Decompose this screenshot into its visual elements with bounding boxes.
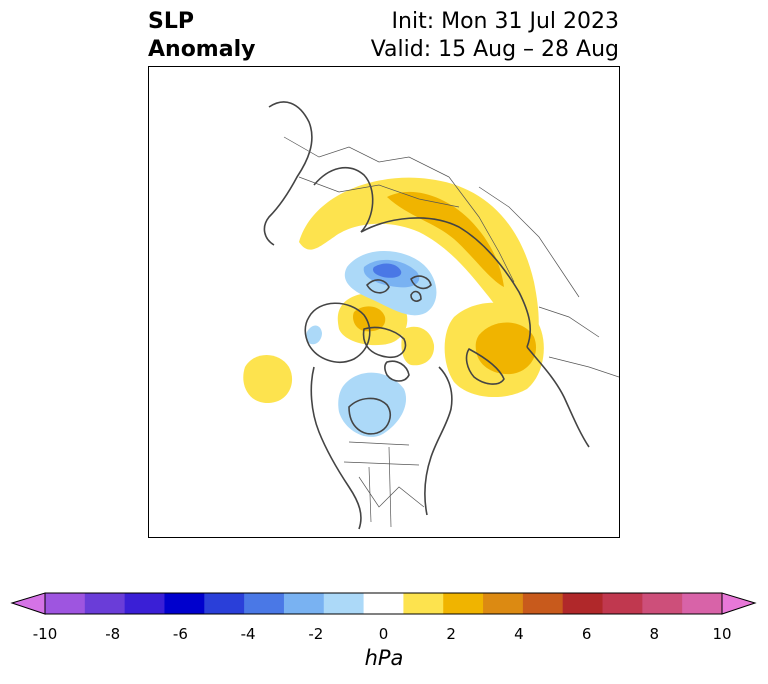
positive-anomaly-arctic: [401, 326, 435, 366]
colorbar-bin: [244, 593, 285, 614]
colorbar-bin: [164, 593, 205, 614]
title-line-1: SLP: [148, 9, 194, 34]
colorbar-bin: [642, 593, 683, 614]
colorbar-bin: [84, 593, 126, 614]
colorbar-bin: [124, 593, 165, 614]
negative-strong-barents: [373, 263, 402, 278]
colorbar-extend-high: [721, 592, 757, 615]
colorbar-bin: [323, 593, 365, 614]
colorbar-tick-label: 8: [649, 625, 660, 643]
colorbar-bin: [363, 593, 404, 614]
colorbar-unit-label: hPa: [364, 646, 404, 670]
colorbar-bin: [45, 593, 86, 614]
colorbar-tick-label: 0: [378, 625, 389, 643]
colorbar-bin: [403, 593, 444, 614]
colorbar-bin: [602, 593, 643, 614]
negative-anomaly-hudson: [338, 372, 407, 437]
negative-anomaly-arctic-spot: [306, 325, 322, 345]
map-panel: [148, 66, 620, 538]
map-title: SLP Anomaly: [148, 8, 255, 64]
positive-core-scandinavia: [387, 191, 504, 287]
colorbar-bin: [682, 593, 723, 614]
colorbar-bin: [443, 593, 484, 614]
colorbar-tick-label: 2: [446, 625, 456, 643]
colorbar-outline: [44, 592, 723, 615]
forecast-dates: Init: Mon 31 Jul 2023 Valid: 15 Aug – 28…: [371, 8, 619, 64]
colorbar-tick-label: 10: [712, 625, 732, 643]
colorbar-tick-label: -4: [240, 625, 256, 643]
country-borders: [283, 136, 619, 528]
positive-anomaly-europe: [299, 177, 539, 357]
valid-range: Valid: 15 Aug – 28 Aug: [370, 37, 619, 62]
positive-anomaly-atlantic: [243, 355, 293, 404]
colorbar-bin: [483, 593, 524, 614]
colorbar-bin: [522, 593, 564, 614]
colorbar-extend-low: [10, 592, 46, 615]
colorbar-bin: [283, 593, 325, 614]
positive-core-siberia: [475, 322, 537, 375]
title-line-2: Anomaly: [148, 37, 256, 62]
colorbar-segments: [45, 593, 723, 614]
colorbar-bin: [562, 593, 604, 614]
colorbar-tick-label: -8: [105, 625, 121, 643]
colorbar: [10, 592, 757, 615]
coastlines: [263, 101, 590, 530]
colorbar-tick-label: 6: [581, 625, 592, 643]
map-canvas: [243, 101, 619, 530]
colorbar-tick-label: -6: [172, 625, 188, 643]
anomaly-shading: [243, 177, 544, 437]
colorbar-tick-label: 4: [514, 625, 524, 643]
colorbar-tick-label: -10: [32, 625, 58, 643]
init-date: Init: Mon 31 Jul 2023: [391, 9, 619, 34]
colorbar-bin: [204, 593, 245, 614]
colorbar-tick-label: -2: [308, 625, 324, 643]
